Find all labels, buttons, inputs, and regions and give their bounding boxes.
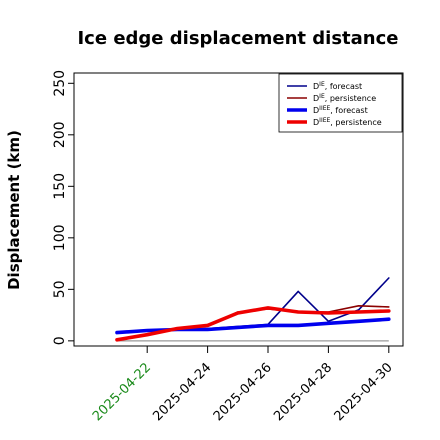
x-tick-label: 2025-04-30 xyxy=(332,360,396,424)
y-tick-label: 100 xyxy=(52,224,68,251)
series-layer xyxy=(115,277,391,342)
legend: DIE, forecast DIE, persistence DIIEE, fore… xyxy=(278,73,403,133)
series-line-d-ie-forecast xyxy=(116,277,390,334)
x-tick-label: 2025-04-22 xyxy=(90,360,154,424)
y-tick-label: 150 xyxy=(52,173,68,200)
y-axis-label: Displacement (km) xyxy=(5,130,23,290)
legend-entry: DIE, forecast xyxy=(313,81,362,91)
y-tick-label: 200 xyxy=(52,121,68,148)
y-tick-label: 0 xyxy=(52,336,68,345)
series-line-d-iiee-forecast xyxy=(115,317,391,335)
legend-entry: DIE, persistence xyxy=(313,93,376,103)
series-line-d-iiee-persistence xyxy=(115,306,391,342)
legend-entry: DIIEE, persistence xyxy=(313,117,382,127)
legend-entry: DIIEE, forecast xyxy=(313,105,368,115)
chart-title: Ice edge displacement distance xyxy=(77,28,398,49)
x-tick-label: 2025-04-24 xyxy=(150,360,214,424)
y-tick-label: 50 xyxy=(52,280,68,298)
x-tick-label: 2025-04-28 xyxy=(271,360,335,424)
y-tick-label: 250 xyxy=(52,70,68,97)
x-tick-label: 2025-04-26 xyxy=(211,360,275,424)
plot-frame xyxy=(73,72,404,347)
